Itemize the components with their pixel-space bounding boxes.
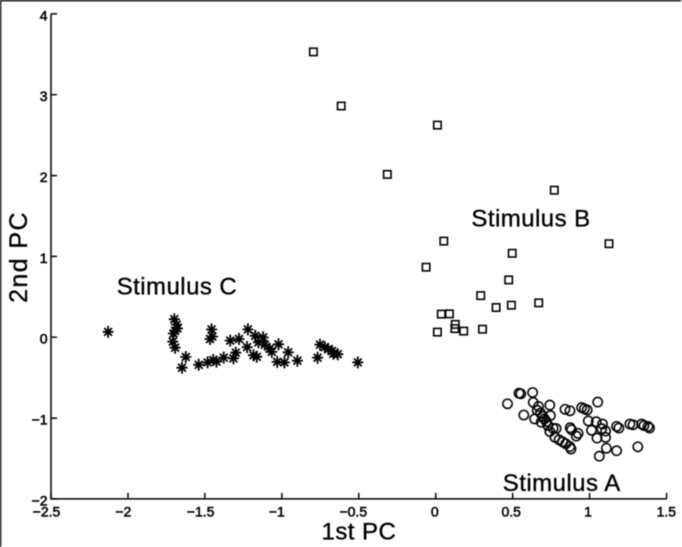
svg-text:−1: −1 bbox=[269, 503, 285, 519]
svg-text:1.5: 1.5 bbox=[657, 503, 677, 519]
svg-text:2: 2 bbox=[40, 169, 48, 185]
svg-text:1st PC: 1st PC bbox=[322, 519, 397, 546]
svg-text:−2: −2 bbox=[115, 503, 131, 519]
svg-text:0: 0 bbox=[40, 331, 48, 347]
svg-text:−2.5: −2.5 bbox=[33, 503, 61, 519]
svg-text:−0.5: −0.5 bbox=[339, 503, 367, 519]
svg-text:Stimulus A: Stimulus A bbox=[503, 470, 621, 497]
svg-text:−2: −2 bbox=[32, 492, 48, 508]
svg-text:Stimulus C: Stimulus C bbox=[117, 274, 238, 301]
svg-text:4: 4 bbox=[40, 7, 48, 23]
svg-text:2nd PC: 2nd PC bbox=[5, 211, 33, 303]
svg-text:−1.5: −1.5 bbox=[187, 503, 215, 519]
svg-text:−1: −1 bbox=[32, 412, 48, 428]
svg-text:1: 1 bbox=[40, 250, 48, 266]
svg-text:3: 3 bbox=[40, 88, 48, 104]
svg-text:0.5: 0.5 bbox=[501, 503, 521, 519]
svg-text:1: 1 bbox=[584, 503, 592, 519]
svg-text:0: 0 bbox=[431, 503, 439, 519]
svg-text:Stimulus B: Stimulus B bbox=[471, 206, 590, 233]
